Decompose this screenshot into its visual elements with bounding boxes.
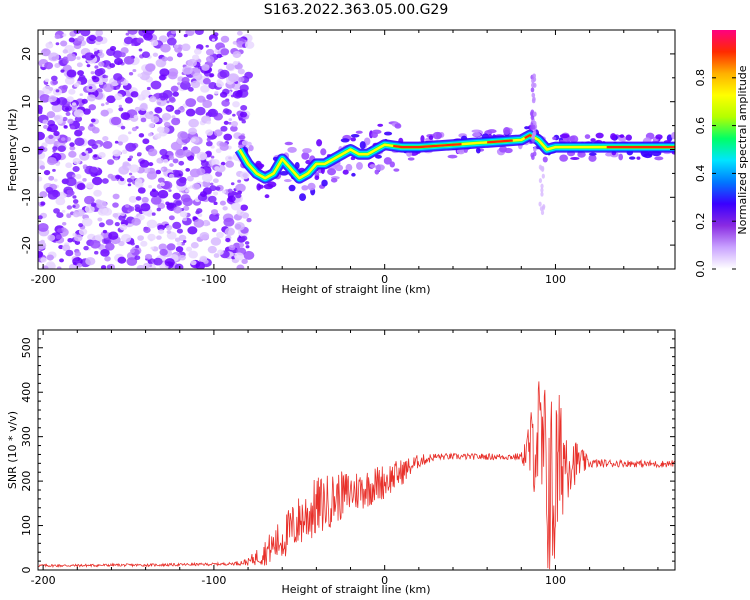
snr-x-axis-label: Height of straight line (km) xyxy=(281,583,430,596)
colorbar-ticks: 0.0 0.2 0.4 0.6 0.8 xyxy=(694,69,736,278)
snr-x-ticks: -200 -100 0 100 xyxy=(31,330,659,587)
x-tick-label: 0 xyxy=(381,574,388,587)
snr-y-axis-label: SNR (10 * v/v) xyxy=(6,411,19,489)
figure-title: S163.2022.363.05.00.G29 xyxy=(264,2,449,18)
y-tick-label: 20 xyxy=(20,47,33,61)
x-tick-label: 100 xyxy=(545,574,566,587)
x-tick-label: 0 xyxy=(381,273,388,286)
spectrogram-y-ticks: -20 -10 0 10 20 xyxy=(20,29,675,270)
y-tick-label: 200 xyxy=(20,471,33,492)
colorbar-tick-label: 0.8 xyxy=(694,69,707,87)
y-tick-label: 400 xyxy=(20,382,33,403)
ridge-band xyxy=(234,73,675,216)
x-tick-label: 100 xyxy=(545,273,566,286)
colorbar-tick-label: 0.2 xyxy=(694,212,707,230)
colorbar-tick-label: 0.4 xyxy=(694,165,707,183)
spectrogram-y-axis-label: Frequency (Hz) xyxy=(6,109,19,192)
spectrogram-image xyxy=(38,30,675,269)
snr-series-line xyxy=(38,381,675,570)
spectrogram-plot-area xyxy=(38,30,675,269)
x-tick-label: -200 xyxy=(31,574,56,587)
x-tick-label: -200 xyxy=(31,273,56,286)
x-tick-label: -100 xyxy=(201,273,226,286)
y-tick-label: -20 xyxy=(20,236,33,254)
noise-blobs xyxy=(38,30,255,269)
snr-line-group xyxy=(38,381,675,570)
y-tick-label: 100 xyxy=(20,515,33,536)
y-tick-label: -10 xyxy=(20,188,33,206)
colorbar-label: Normalized spectral amplitude xyxy=(736,65,749,234)
x-tick-label: -100 xyxy=(201,574,226,587)
y-tick-label: 0 xyxy=(20,567,33,574)
colorbar: 0.0 0.2 0.4 0.6 0.8 Normalized spectral ampl… xyxy=(694,30,749,278)
y-tick-label: 0 xyxy=(20,146,33,153)
snr-plot-area xyxy=(38,381,675,570)
colorbar-tick-label: 0.6 xyxy=(694,117,707,135)
colorbar-gradient xyxy=(712,30,736,269)
snr-y-ticks: 0 100 200 300 400 500 xyxy=(20,329,675,574)
spectrogram-x-ticks: -200 -100 0 100 xyxy=(31,30,659,286)
spectrogram-x-axis-label: Height of straight line (km) xyxy=(281,283,430,296)
snr-panel: -200 -100 0 100 0 100 200 300 400 500 Height of … xyxy=(6,329,676,596)
colorbar-tick-label: 0.0 xyxy=(694,260,707,278)
snr-frame xyxy=(37,329,676,571)
y-tick-label: 10 xyxy=(20,95,33,109)
y-tick-label: 500 xyxy=(20,337,33,358)
y-tick-label: 300 xyxy=(20,426,33,447)
